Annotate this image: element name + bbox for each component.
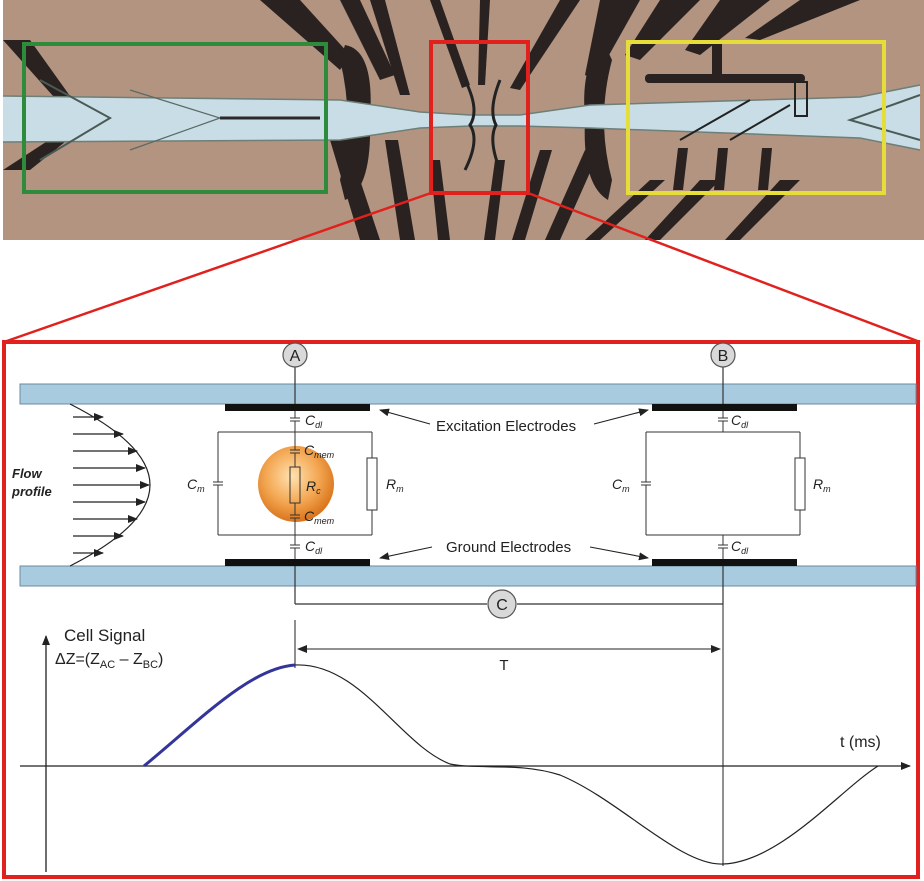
rm-right-label: Rm [813, 476, 831, 494]
excitation-electrode-a [225, 404, 370, 411]
node-a-label: A [290, 348, 301, 365]
time-axis-label: t (ms) [840, 734, 881, 751]
electrodes [225, 404, 797, 566]
node-c-label: C [496, 597, 508, 614]
ground-electrode-b [652, 559, 797, 566]
cdl-bottom-left-label: Cdl [305, 538, 323, 556]
microchannel [2, 79, 921, 171]
flow-profile [69, 403, 151, 567]
excitation-electrodes-label: Excitation Electrodes [436, 418, 576, 435]
node-b-label: B [718, 348, 729, 365]
cdl-bottom-right-label: Cdl [731, 538, 749, 556]
cdl-top-right-label: Cdl [731, 412, 749, 430]
zoom-frame [2, 340, 920, 879]
green-region-box [22, 42, 328, 194]
ground-electrodes-label: Ground Electrodes [446, 539, 571, 556]
channel-wall-top [19, 383, 917, 405]
chip-micrograph [2, 0, 924, 240]
interval-label: T [499, 657, 508, 674]
circuit-right [641, 411, 806, 559]
yellow-region-box [626, 40, 886, 195]
signal-plot: T Cell Signal ΔZ=(ZAC – ZBC) t (ms) [20, 604, 911, 872]
cell [258, 446, 334, 522]
signal-waveform [294, 664, 879, 865]
cmem-top-label: Cmem [304, 442, 335, 460]
electrode-traces [3, 0, 860, 240]
cm-left-label: Cm [187, 476, 205, 494]
node-c: C [487, 589, 517, 619]
flow-profile-label-1: Flow [12, 466, 42, 481]
signal-title: Cell Signal [64, 626, 145, 645]
cmem-bottom-label: Cmem [304, 508, 335, 526]
node-a: A [282, 342, 308, 368]
cell-circuit [289, 432, 301, 535]
excitation-electrode-b [652, 404, 797, 411]
node-b: B [710, 342, 736, 368]
rc-label: Rc [306, 478, 321, 496]
rm-left-label: Rm [386, 476, 404, 494]
component-labels: Cdl Cdl Cdl Cdl Cmem Cmem Rc Cm Rm Cm Rm [187, 412, 831, 556]
signal-rising-edge [143, 663, 296, 768]
zoom-lines [3, 191, 921, 344]
cdl-top-left-label: Cdl [305, 412, 323, 430]
node-wires [294, 366, 724, 605]
channel-wall-bottom [19, 565, 917, 587]
signal-formula: ΔZ=(ZAC – ZBC) [55, 651, 163, 671]
ground-electrode-a [225, 559, 370, 566]
flow-profile-label-2: profile [11, 484, 52, 499]
red-region-box [429, 40, 530, 195]
circuit-left [213, 411, 378, 559]
cm-right-label: Cm [612, 476, 630, 494]
electrode-callouts [379, 408, 649, 561]
